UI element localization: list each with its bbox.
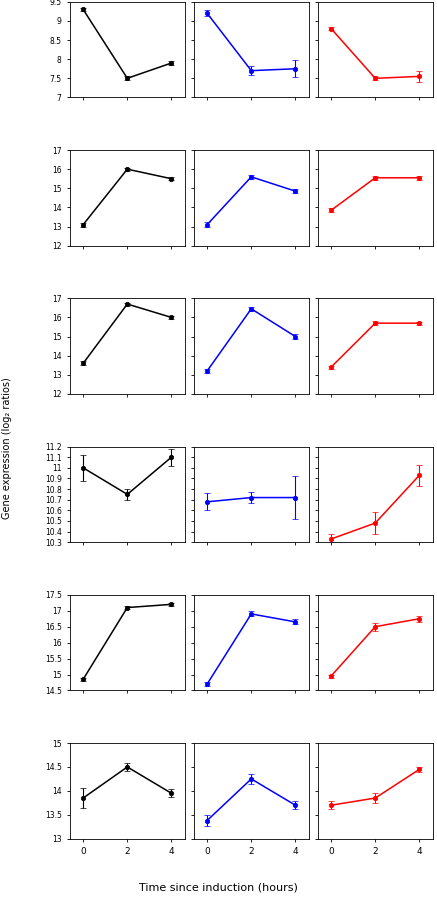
Text: Time since induction (hours): Time since induction (hours) [139,883,298,893]
Text: Gene expression (log₂ ratios): Gene expression (log₂ ratios) [2,378,12,519]
